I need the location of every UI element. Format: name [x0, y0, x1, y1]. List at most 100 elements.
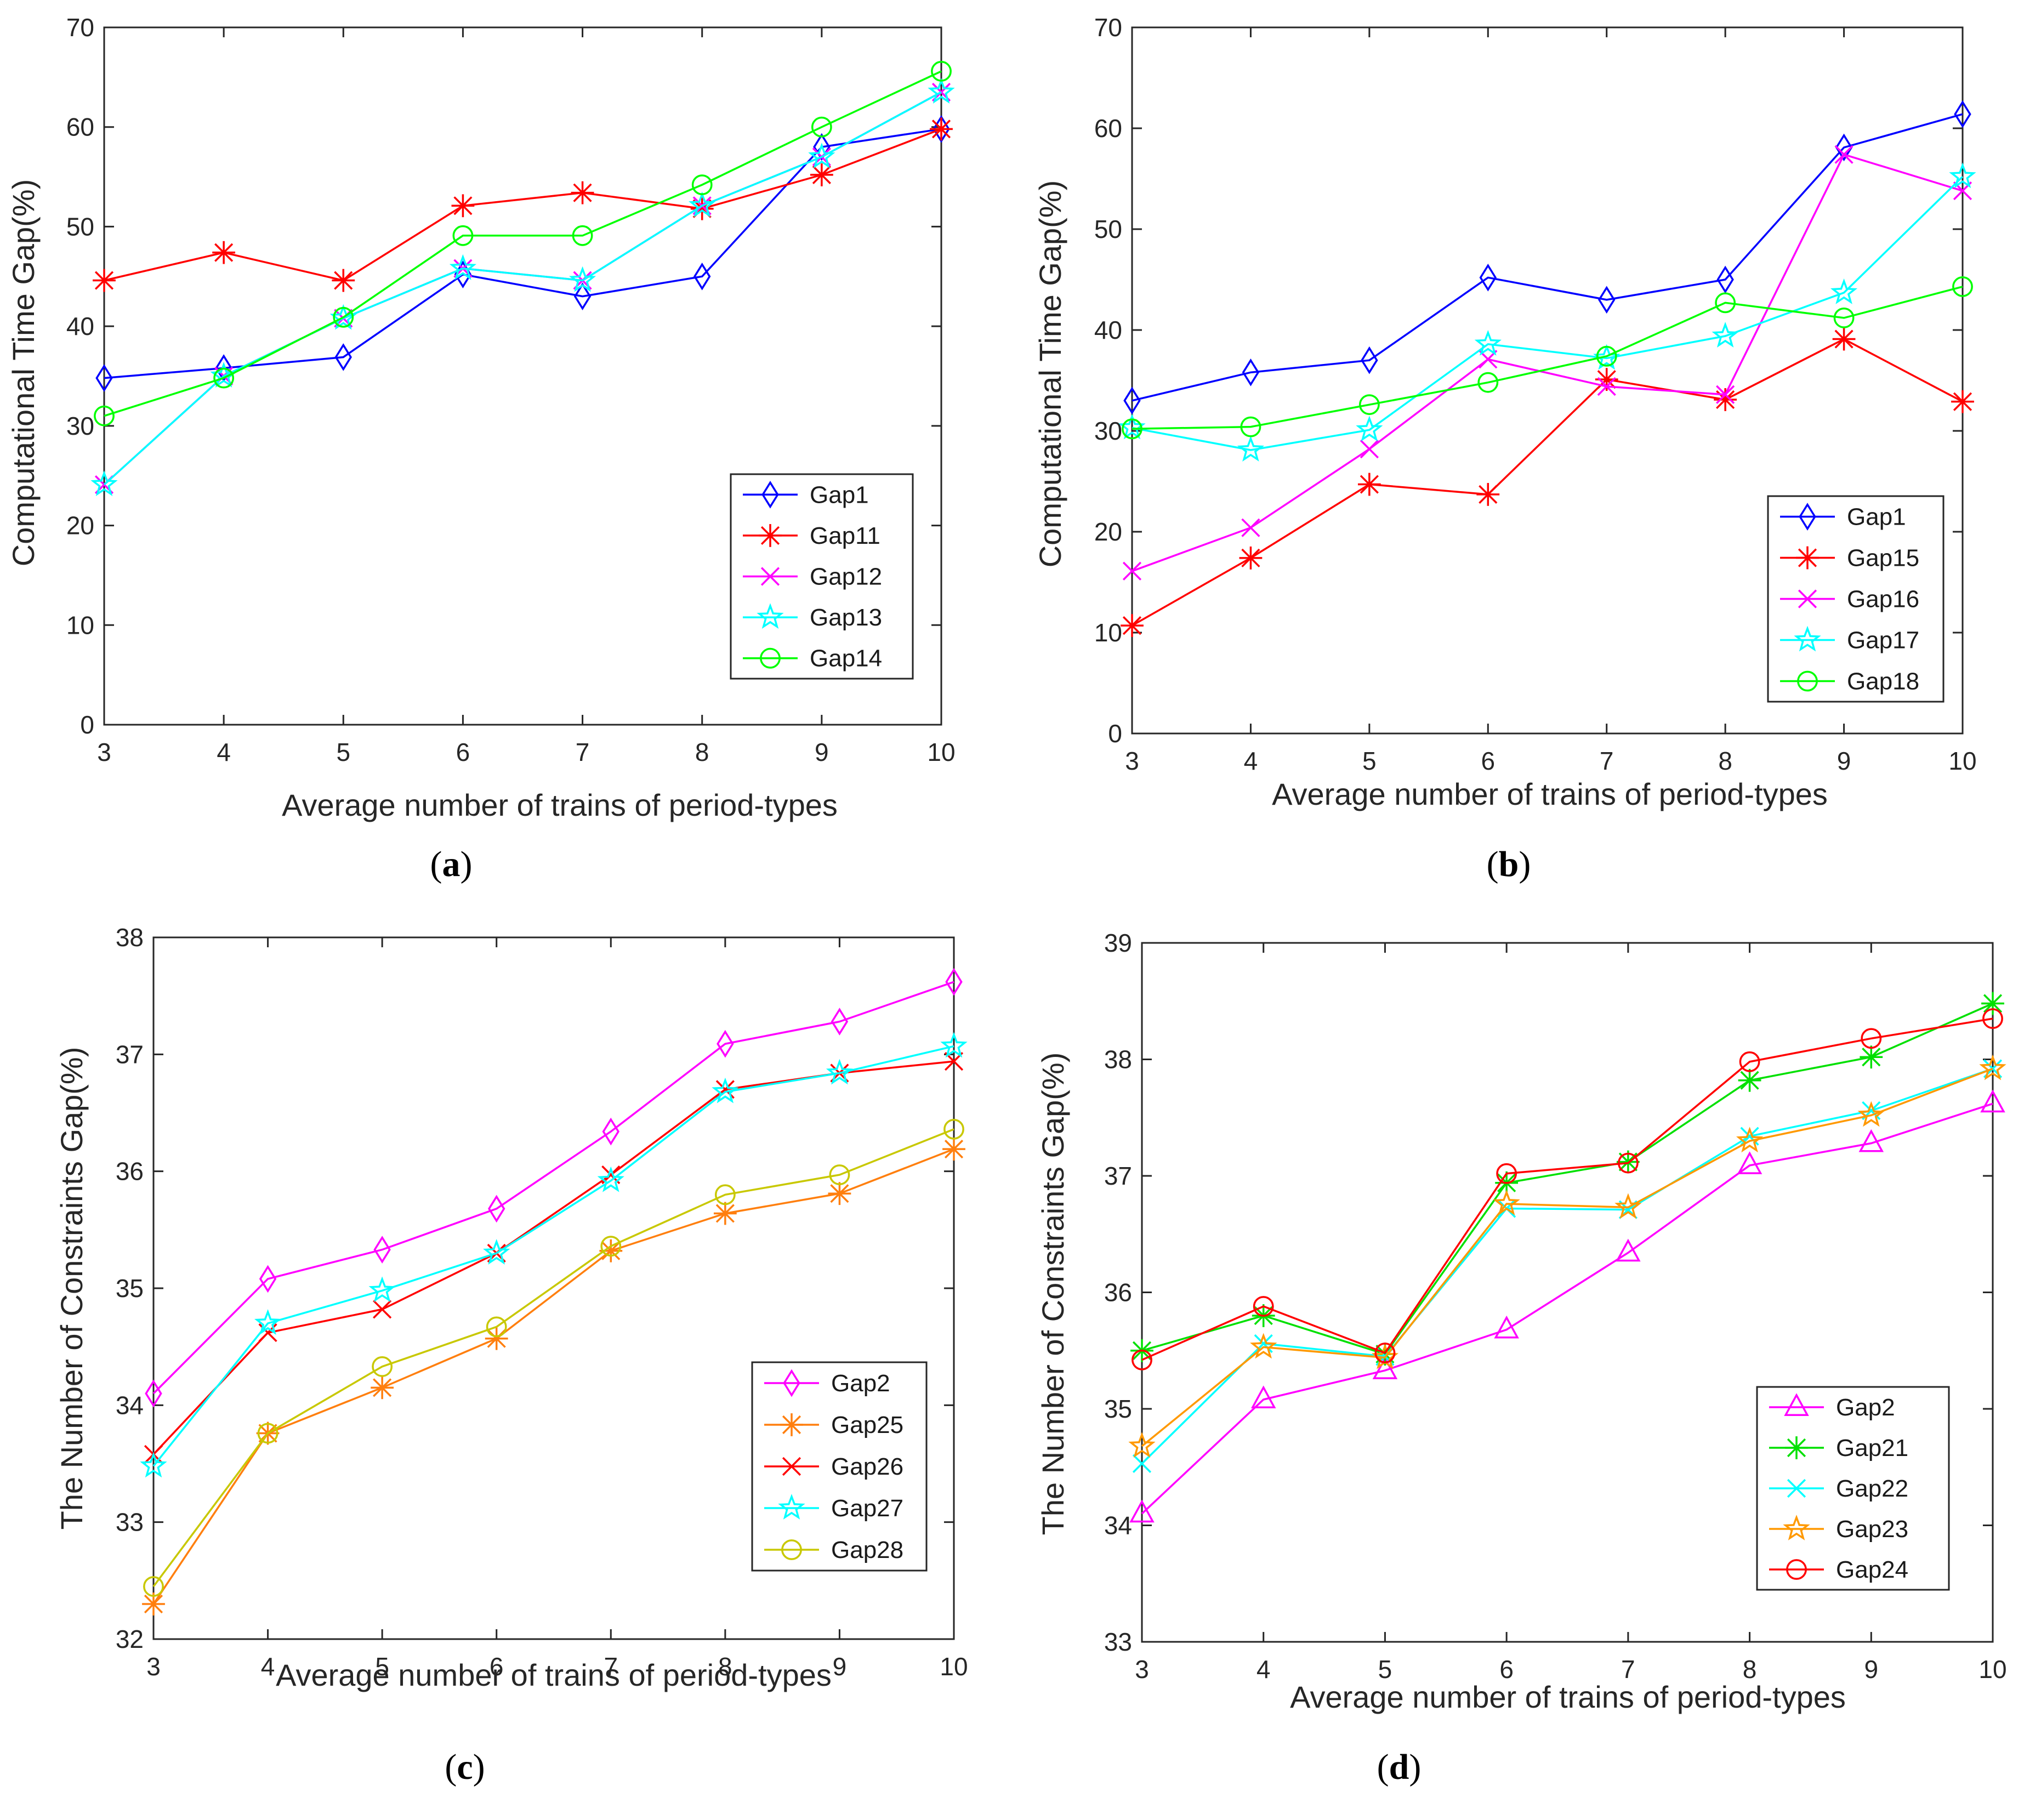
y-tick-label: 35: [1104, 1395, 1132, 1423]
data-point-Gap25: [942, 1138, 965, 1161]
y-tick-label: 10: [66, 611, 94, 639]
series-Gap17: [1118, 162, 1976, 462]
data-point-Gap13: [689, 191, 716, 218]
data-point-Gap17: [1712, 322, 1739, 348]
data-point-Gap2: [145, 1379, 162, 1408]
legend-label: Gap28: [831, 1537, 903, 1563]
y-tick-label: 60: [66, 113, 94, 141]
data-point-Gap13: [90, 470, 118, 497]
legend-marker-Gap15: [1796, 546, 1819, 570]
data-point-Gap24: [1861, 1028, 1882, 1049]
data-point-Gap14: [213, 367, 235, 389]
legend: Gap2 Gap21 Gap22 Gap23 Gap24: [1756, 1386, 1950, 1591]
data-point-Gap14: [333, 306, 354, 328]
data-point-Gap13: [928, 78, 955, 104]
data-point-Gap15: [1239, 546, 1263, 570]
data-point-Gap18: [1240, 416, 1261, 437]
data-point-Gap2: [831, 1008, 849, 1036]
data-point-Gap25: [485, 1327, 508, 1350]
data-point-Gap16: [1122, 561, 1142, 581]
series-line-Gap24: [1141, 1017, 1993, 1361]
data-point-Gap11: [930, 117, 953, 141]
data-point-Gap23: [1250, 1333, 1277, 1359]
x-tick-label: 10: [940, 1652, 968, 1681]
series-Gap28: [143, 1118, 964, 1597]
data-point-Gap2: [1980, 1089, 2005, 1113]
data-point-Gap15: [1832, 327, 1856, 351]
legend: Gap2 Gap25 Gap26 Gap27 Gap28: [751, 1361, 928, 1572]
y-tick-label: 35: [116, 1274, 144, 1303]
data-point-Gap17: [1593, 344, 1621, 370]
y-tick-label: 38: [1104, 1045, 1132, 1074]
legend-marker-Gap21: [1785, 1436, 1808, 1459]
data-point-Gap1: [573, 282, 592, 310]
data-point-Gap18: [1833, 308, 1855, 328]
series-line-Gap11: [104, 128, 942, 282]
data-point-Gap14: [691, 174, 713, 196]
legend-marker-Gap23: [1783, 1515, 1810, 1540]
data-point-Gap26: [373, 1300, 392, 1319]
data-point-Gap14: [931, 61, 952, 82]
legend-label: Gap21: [1836, 1435, 1908, 1461]
x-tick-label: 3: [97, 738, 111, 766]
legend-marker-Gap16: [1798, 589, 1817, 608]
data-point-Gap28: [143, 1576, 164, 1597]
x-tick-label: 6: [1499, 1655, 1514, 1684]
series-Gap2: [1129, 1089, 2005, 1523]
y-tick-label: 50: [66, 212, 94, 241]
data-point-Gap24: [1982, 1008, 2003, 1030]
data-point-Gap14: [572, 225, 593, 246]
y-tick-label: 38: [116, 923, 144, 952]
data-point-Gap18: [1596, 345, 1617, 367]
series-Gap15: [1121, 327, 1974, 638]
x-tick-label: 10: [1978, 1655, 2006, 1684]
series-Gap1: [1123, 100, 1971, 415]
y-tick-label: 70: [1094, 13, 1122, 42]
y-axis-label: The Number of Constraints Gap(%): [54, 1047, 89, 1530]
y-tick-label: 30: [1094, 417, 1122, 445]
legend-marker-Gap2: [783, 1369, 800, 1397]
panel-caption: (a): [430, 844, 473, 884]
series-line-Gap2: [152, 981, 954, 1395]
data-point-Gap2: [1129, 1499, 1155, 1523]
data-point-Gap15: [1951, 390, 1974, 413]
legend-label: Gap13: [810, 604, 882, 631]
data-point-Gap2: [1737, 1151, 1763, 1174]
series-line-Gap17: [1132, 176, 1964, 451]
y-axis-label: The Number of Constraints Gap(%): [1036, 1053, 1070, 1535]
data-point-Gap14: [811, 116, 832, 138]
data-point-Gap2: [602, 1117, 619, 1146]
x-axis-label: Average number of trains of period-types: [282, 788, 838, 822]
data-point-Gap18: [1715, 292, 1736, 314]
data-point-Gap21: [1860, 1045, 1883, 1069]
x-tick-label: 7: [576, 738, 590, 766]
data-point-Gap11: [93, 269, 116, 292]
y-tick-label: 10: [1094, 618, 1122, 647]
data-point-Gap11: [212, 241, 236, 264]
legend-label: Gap27: [831, 1495, 903, 1522]
legend-label: Gap25: [831, 1412, 903, 1438]
legend-marker-Gap24: [1786, 1559, 1807, 1580]
x-axis-label: Average number of trains of period-types: [1290, 1680, 1846, 1714]
series-line-Gap13: [103, 91, 942, 486]
data-point-Gap1: [813, 133, 831, 161]
data-point-Gap24: [1253, 1296, 1274, 1317]
data-point-Gap27: [368, 1276, 396, 1303]
data-point-Gap2: [717, 1030, 734, 1058]
data-point-Gap24: [1617, 1152, 1639, 1174]
data-point-Gap2: [1616, 1238, 1641, 1262]
data-point-Gap1: [1479, 263, 1497, 292]
data-point-Gap28: [372, 1356, 393, 1377]
series-line-Gap27: [152, 1045, 954, 1467]
data-point-Gap18: [1358, 394, 1380, 416]
data-point-Gap1: [1954, 100, 1971, 128]
data-point-Gap1: [1716, 265, 1734, 294]
legend-marker-Gap1: [761, 480, 779, 509]
data-point-Gap27: [712, 1077, 739, 1104]
legend-marker-Gap28: [781, 1539, 802, 1560]
data-point-Gap15: [1714, 388, 1737, 411]
panel-caption: (b): [1487, 844, 1531, 884]
